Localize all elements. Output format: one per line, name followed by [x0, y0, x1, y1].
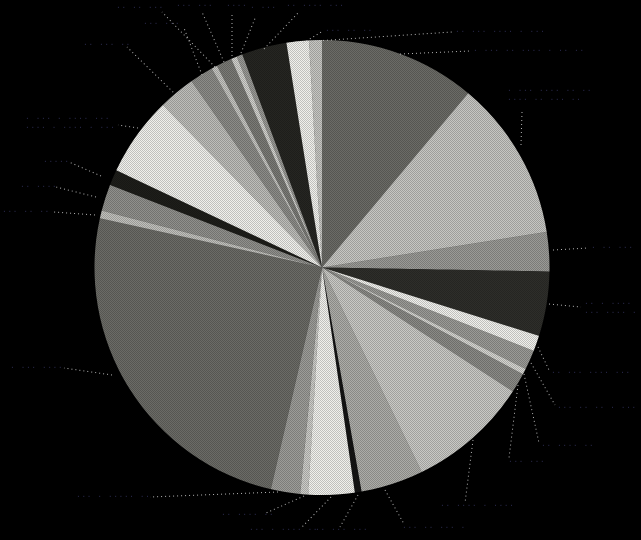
slice-label-illegible: ·· ···· ··· — [286, 1, 344, 10]
slice-label-illegible: ··· ·· ··· · — [402, 523, 466, 532]
leader-line — [183, 27, 203, 76]
slice-label-illegible: · ··· ···· ·· ·· ···· ·· ··· ·· — [507, 86, 592, 104]
leader-line — [508, 384, 519, 459]
slice-label-illegible: ···· — [226, 1, 247, 10]
leader-line — [384, 489, 405, 525]
slice-label-illegible: · ··· ·· ···· · ·· ·· — [473, 46, 585, 55]
slice-label-illegible: ·· ··· ···· · ··· — [455, 27, 545, 36]
slice-label-illegible: ·· ·· ··· — [116, 3, 164, 12]
leader-line — [149, 491, 279, 498]
leader-line — [263, 12, 299, 50]
slice-labels-group: · ··· ·· ···· · ·· ··· ··· ···· ·· ·· ···… — [2, 1, 637, 534]
leader-line — [265, 495, 305, 514]
slice-label-illegible: ·· · ···· ··· ···· · — [584, 299, 637, 317]
slice-label-illegible: ··· ·· ·· — [2, 207, 50, 216]
leader-line — [161, 11, 216, 68]
slice-label-illegible: ·· ···· ·· — [221, 510, 274, 519]
leader-line — [117, 124, 139, 129]
slice-label-illegible: ··· · ····· ·· — [76, 492, 150, 501]
slice-label-illegible: ····· — [43, 157, 70, 166]
slice-label-illegible: · ··· ···· — [10, 363, 63, 372]
leader-line — [548, 303, 582, 308]
slice-label-illegible: ··· ··· — [176, 1, 213, 10]
slice-label-illegible: ·· ···· ·· — [541, 441, 594, 450]
leader-line — [55, 186, 97, 198]
slice-label-illegible: · ··· — [250, 3, 277, 12]
slice-label-illegible: ·· ···· · ···· — [440, 501, 514, 510]
leader-line — [520, 111, 523, 146]
leader-line — [537, 346, 550, 371]
slice-label-illegible: · ··· · ···· ··· ···· · ···· · ··· — [25, 114, 115, 132]
slice-label-illegible: ·· ···· — [20, 182, 57, 191]
leader-lines-group — [53, 11, 589, 528]
slice-label-illegible: · ·· ··· — [591, 243, 634, 252]
slice-label-illegible: ··· ··· — [508, 457, 545, 466]
leader-line — [53, 211, 96, 216]
leader-line — [301, 496, 332, 528]
leader-line — [314, 31, 453, 42]
leader-line — [530, 362, 556, 406]
slice-label-illegible: ··· ·· ·· — [325, 26, 373, 35]
pie-slices-group — [94, 40, 550, 496]
slice-label-illegible: ·· ··· ·· — [83, 40, 131, 49]
slice-label-illegible: ·· ··· ···· ··· — [551, 368, 631, 377]
slice-label-illegible: ··· · ···· ·· — [249, 525, 318, 534]
slice-label-illegible: ··· ·· ·· · ··· — [557, 403, 637, 412]
leader-line — [464, 439, 474, 504]
leader-line — [63, 367, 113, 376]
slice-label-illegible: ··· ··· — [143, 19, 180, 28]
slice-label-illegible: ·· ··· ··· — [315, 525, 368, 534]
